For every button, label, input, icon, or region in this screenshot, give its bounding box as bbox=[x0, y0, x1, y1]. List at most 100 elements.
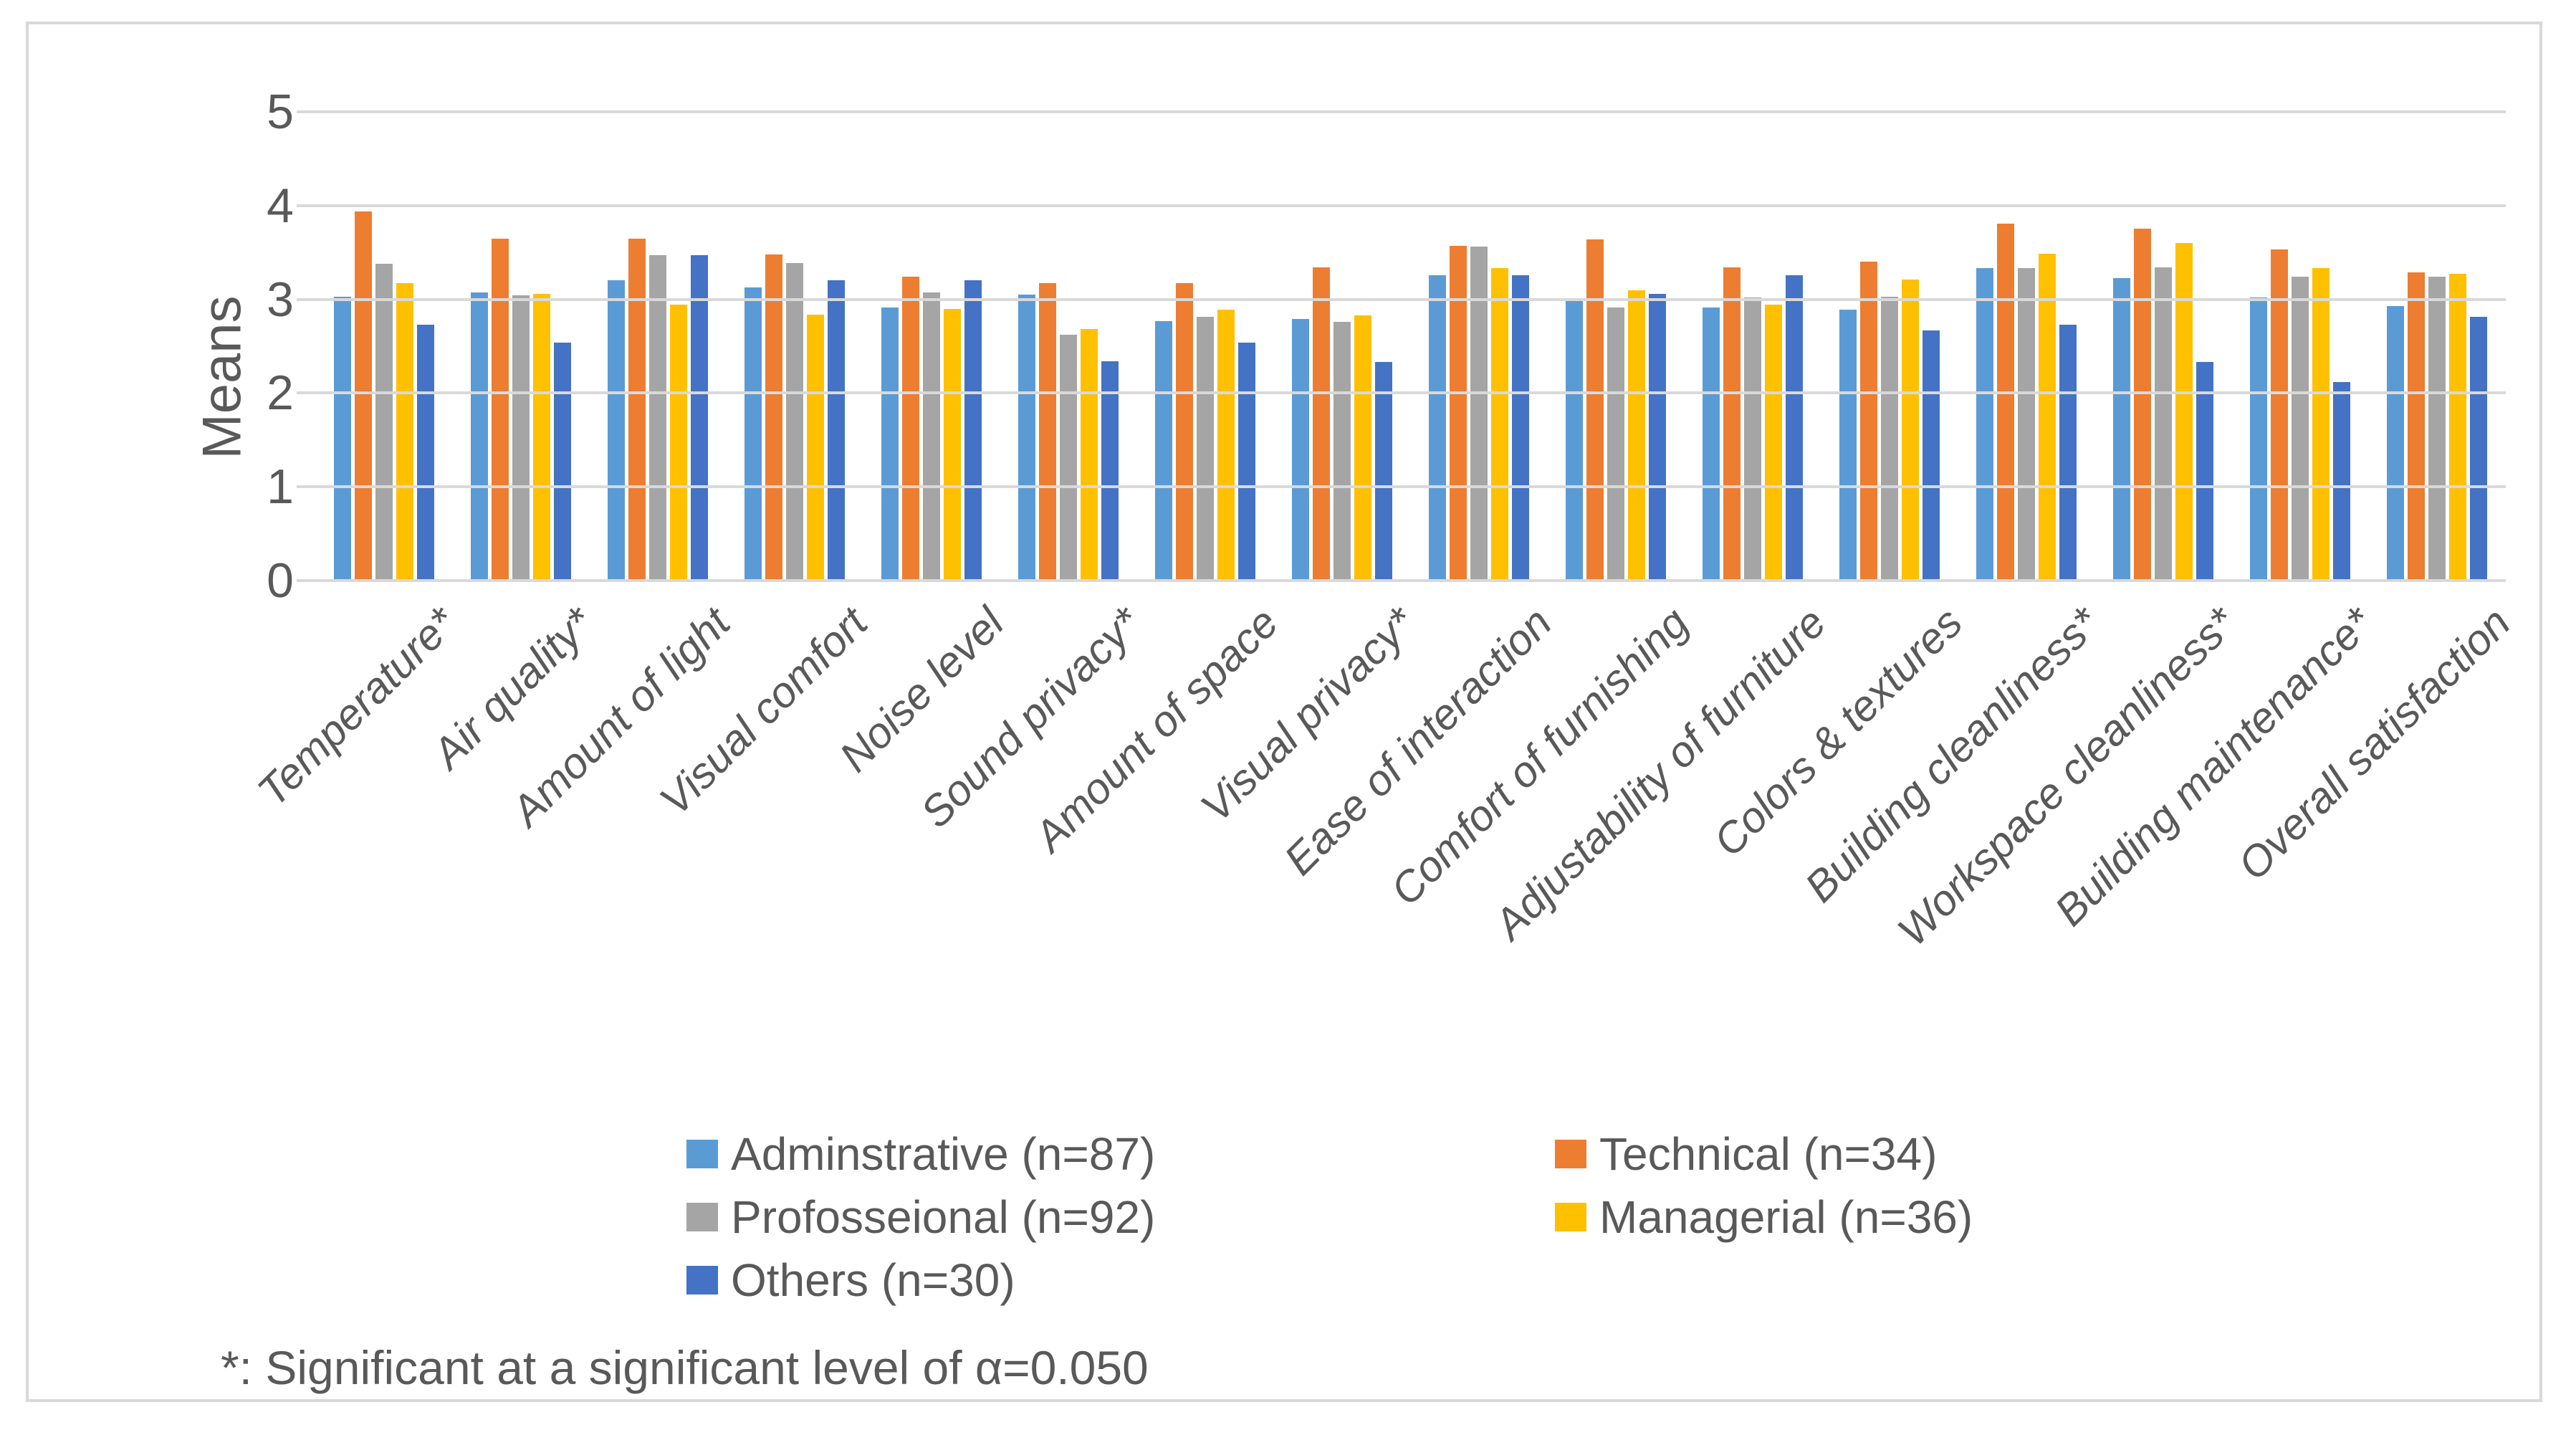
bar bbox=[2312, 268, 2330, 581]
y-tick-label-0: 0 bbox=[267, 553, 294, 608]
bar bbox=[1902, 280, 1920, 581]
bar bbox=[2155, 267, 2173, 581]
y-tick-1 bbox=[297, 485, 315, 489]
bar bbox=[1607, 308, 1625, 581]
bar bbox=[901, 277, 919, 581]
x-label: Colors & textures bbox=[1704, 598, 1972, 866]
bar bbox=[1018, 295, 1035, 581]
bar bbox=[532, 294, 550, 581]
bar bbox=[1512, 275, 1530, 581]
gridline-5 bbox=[315, 110, 2506, 113]
gridline-2 bbox=[315, 391, 2506, 395]
bar bbox=[375, 264, 393, 581]
x-label: Ease of interaction bbox=[1275, 598, 1561, 885]
bar bbox=[785, 263, 803, 581]
bar bbox=[2134, 229, 2152, 581]
legend-label: Adminstrative (n=87) bbox=[731, 1128, 1156, 1180]
x-label: Temperature* bbox=[248, 598, 466, 816]
bar bbox=[470, 292, 488, 581]
bar bbox=[2196, 362, 2214, 581]
bar bbox=[2333, 382, 2351, 581]
category-7 bbox=[1136, 112, 1273, 581]
legend-item: Adminstrative (n=87) bbox=[686, 1128, 1155, 1180]
y-tick-label-5: 5 bbox=[267, 85, 294, 139]
bar bbox=[1628, 290, 1646, 581]
gridline-1 bbox=[315, 485, 2506, 489]
y-tick-label-4: 4 bbox=[267, 178, 294, 233]
bar bbox=[1923, 330, 1940, 581]
legend-item: Technical (n=34) bbox=[1555, 1128, 1937, 1180]
bar bbox=[943, 309, 961, 581]
bar bbox=[2018, 268, 2036, 581]
category-8 bbox=[1273, 112, 1410, 581]
category-5 bbox=[863, 112, 1000, 581]
bar bbox=[416, 325, 434, 581]
bar bbox=[553, 343, 571, 581]
bar bbox=[1860, 262, 1878, 581]
bar bbox=[628, 239, 646, 581]
bar bbox=[922, 292, 940, 581]
bar bbox=[354, 211, 372, 581]
bar bbox=[2113, 278, 2131, 581]
bar bbox=[669, 305, 687, 581]
legend-label: Others (n=30) bbox=[731, 1254, 1015, 1306]
bar bbox=[1374, 362, 1392, 581]
bar bbox=[512, 295, 530, 581]
bar bbox=[2039, 254, 2057, 581]
bar bbox=[1566, 300, 1584, 581]
bar bbox=[1491, 268, 1509, 581]
bar bbox=[1881, 297, 1899, 581]
gridline-3 bbox=[315, 297, 2506, 301]
bar bbox=[1586, 239, 1604, 581]
bar bbox=[2250, 297, 2268, 581]
category-2 bbox=[452, 112, 589, 581]
category-6 bbox=[1000, 112, 1136, 581]
bar bbox=[1291, 319, 1309, 581]
bar bbox=[2387, 306, 2405, 581]
category-10 bbox=[1548, 112, 1685, 581]
bar bbox=[1450, 246, 1467, 581]
bar bbox=[648, 255, 666, 581]
bar bbox=[1175, 283, 1193, 581]
chart-frame: Means 0 1 2 3 4 5 Temperature* Air quality* Amou… bbox=[26, 22, 2542, 1402]
category-1 bbox=[315, 112, 452, 581]
legend-item: Profosseional (n=92) bbox=[686, 1191, 1155, 1243]
bar bbox=[2059, 325, 2077, 581]
x-label: Amount of space bbox=[1025, 598, 1287, 861]
bars-container bbox=[315, 112, 2506, 581]
bar bbox=[1429, 275, 1447, 581]
bar bbox=[333, 297, 351, 581]
legend-item: Managerial (n=36) bbox=[1555, 1191, 1973, 1243]
bar bbox=[2428, 277, 2446, 581]
legend-label: Technical (n=34) bbox=[1599, 1128, 1938, 1180]
bar bbox=[1038, 283, 1056, 581]
bar bbox=[2271, 249, 2289, 581]
bar bbox=[1101, 361, 1119, 581]
bar bbox=[1196, 317, 1214, 581]
bar bbox=[1649, 294, 1667, 581]
category-12 bbox=[1821, 112, 1958, 581]
y-tick-label-2: 2 bbox=[267, 366, 294, 421]
bar bbox=[2408, 272, 2426, 581]
bar bbox=[2470, 317, 2488, 581]
legend-swatch bbox=[1555, 1203, 1586, 1231]
bar bbox=[396, 283, 413, 581]
x-label: Overall satisfaction bbox=[2228, 598, 2519, 890]
bar bbox=[1154, 321, 1172, 581]
category-13 bbox=[1958, 112, 2095, 581]
bar bbox=[806, 315, 824, 581]
bar bbox=[1059, 335, 1077, 581]
bar bbox=[765, 254, 782, 581]
bar bbox=[2175, 243, 2193, 581]
category-11 bbox=[1685, 112, 1821, 581]
bar bbox=[491, 239, 509, 581]
y-tick-5 bbox=[297, 110, 315, 113]
bar bbox=[2449, 274, 2467, 581]
y-tick-label-3: 3 bbox=[267, 272, 294, 327]
bar bbox=[1744, 297, 1762, 581]
bar bbox=[881, 308, 899, 581]
bar bbox=[2292, 277, 2309, 581]
category-4 bbox=[726, 112, 863, 581]
bar bbox=[1333, 322, 1351, 581]
legend-label: Managerial (n=36) bbox=[1599, 1191, 1973, 1243]
